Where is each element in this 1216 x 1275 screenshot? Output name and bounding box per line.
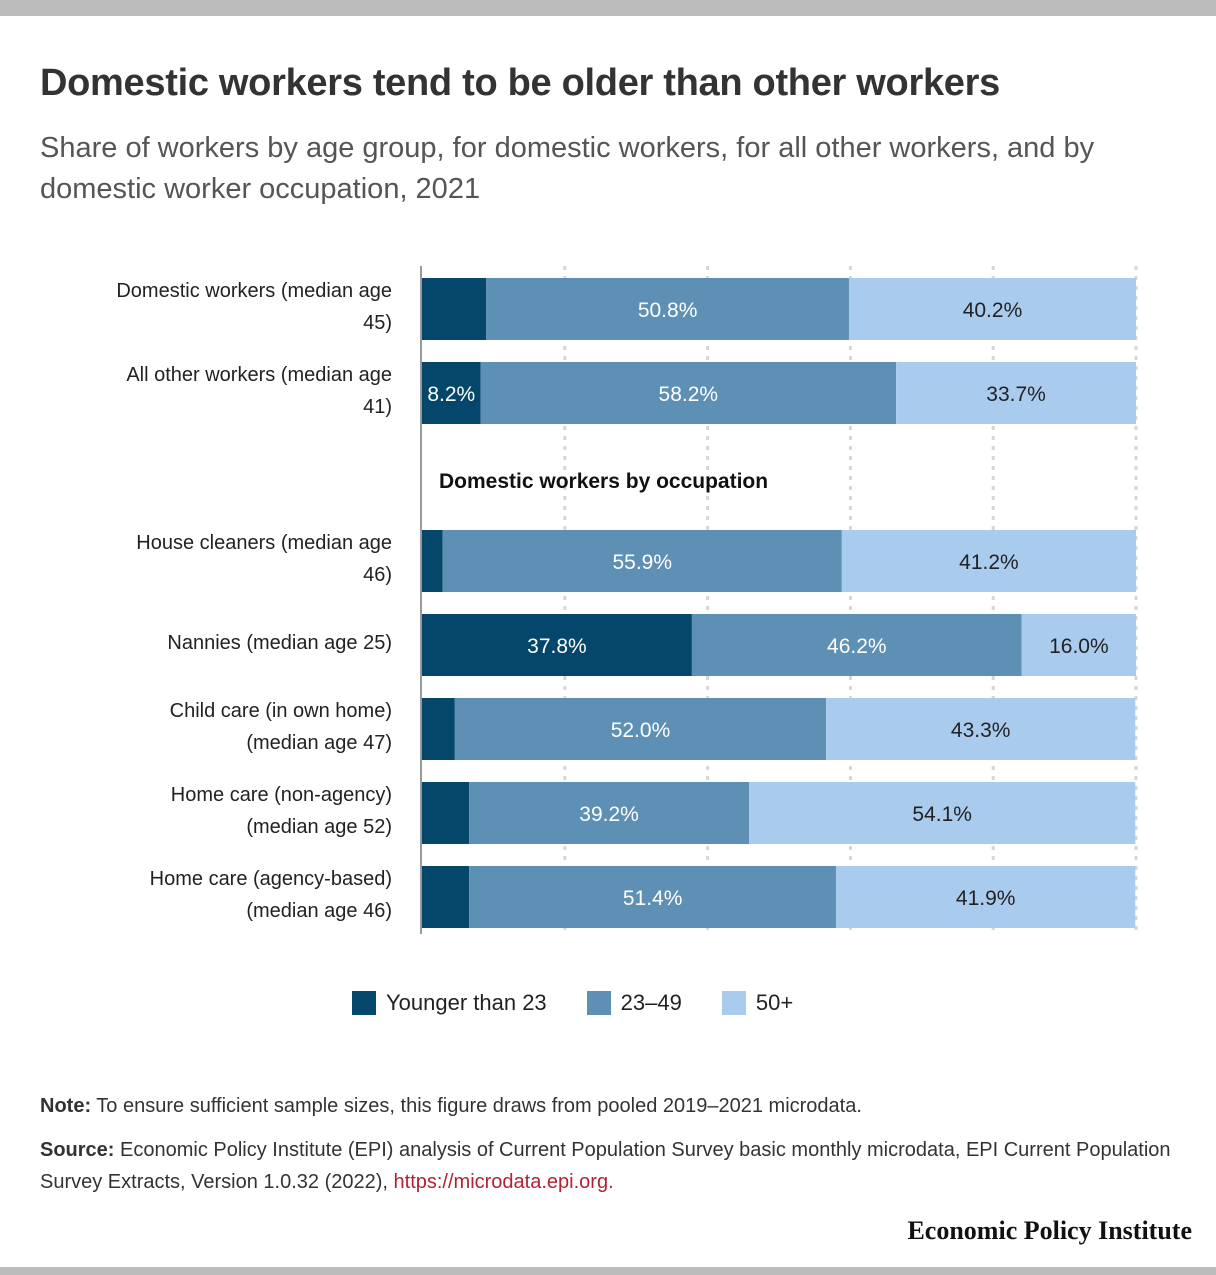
data-label-under-23-3: 37.8% [527, 635, 587, 658]
bar-23-49-0 [486, 278, 849, 340]
bar-under-23-3 [422, 614, 692, 676]
category-label-line2: (median age 46) [246, 900, 392, 922]
data-label-23-49-6: 51.4% [623, 887, 683, 910]
legend-swatch-50-plus [721, 991, 746, 1015]
data-label-23-49-1: 58.2% [659, 383, 719, 406]
legend-item-50-plus: 50+ [721, 990, 794, 1016]
note-text: To ensure sufficient sample sizes, this … [91, 1095, 862, 1117]
category-label-4: Child care (in own home) (median age 47) [40, 695, 392, 759]
bar-under-23-2 [422, 530, 443, 592]
bar-50-plus-4 [826, 698, 1136, 760]
category-label-0: Domestic workers (median age 45) [40, 275, 392, 339]
bar-50-plus-3 [1021, 614, 1136, 676]
bar-under-23-1 [422, 362, 481, 424]
category-label-line2: (median age 47) [246, 732, 392, 754]
bottom-border [0, 1267, 1216, 1275]
note-label: Note: [40, 1095, 92, 1117]
legend-item-23-49: 23–49 [586, 990, 682, 1016]
legend-swatch-23-49 [586, 991, 611, 1015]
bar-23-49-5 [469, 782, 750, 844]
category-label-line1: Home care (non-agency) [170, 784, 392, 806]
data-label-23-49-3: 46.2% [827, 635, 887, 658]
legend-label-under-23: Younger than 23 [386, 990, 547, 1015]
bar-50-plus-0 [848, 278, 1136, 340]
category-label-6: Home care (agency-based) (median age 46) [40, 863, 392, 927]
legend: Younger than 23 23–49 50+ [352, 990, 833, 1016]
data-label-50-plus-3: 16.0% [1049, 635, 1109, 658]
category-label-line2: (median age 52) [246, 816, 392, 838]
bar-23-49-1 [480, 362, 897, 424]
legend-label-23-49: 23–49 [620, 990, 682, 1015]
legend-item-under-23: Younger than 23 [352, 990, 547, 1016]
category-label-line1: Nannies (median age 25) [167, 632, 392, 654]
source-link[interactable]: https://microdata.epi.org. [393, 1171, 614, 1193]
data-label-23-49-2: 55.9% [612, 551, 672, 574]
category-label-line2: 46) [363, 564, 392, 586]
category-label-line1: Child care (in own home) [169, 700, 392, 722]
bar-23-49-4 [454, 698, 827, 760]
top-border [0, 0, 1216, 16]
category-label-2: House cleaners (median age 46) [40, 527, 392, 591]
data-label-50-plus-5: 54.1% [912, 803, 972, 826]
brand-logo: Economic Policy Institute [907, 1216, 1192, 1245]
source-text: Economic Policy Institute (EPI) analysis… [40, 1139, 1171, 1193]
category-label-line1: House cleaners (median age [136, 532, 392, 554]
category-label-line1: Domestic workers (median age [116, 280, 392, 302]
chart-title: Domestic workers tend to be older than o… [40, 62, 1000, 104]
bar-under-23-4 [422, 698, 455, 760]
bar-chart: 50.8% 40.2% 8.2% 58.2% 33.7% 55.9% 41.2% 37.8% 4… [420, 266, 1138, 934]
bar-50-plus-2 [841, 530, 1136, 592]
data-label-23-49-4: 52.0% [611, 719, 671, 742]
category-label-line1: Home care (agency-based) [149, 868, 392, 890]
category-label-1: All other workers (median age 41) [40, 359, 392, 423]
note: Note: To ensure sufficient sample sizes,… [40, 1090, 1190, 1122]
data-label-50-plus-1: 33.7% [986, 383, 1046, 406]
bar-50-plus-6 [836, 866, 1136, 928]
category-label-5: Home care (non-agency) (median age 52) [40, 779, 392, 843]
bar-50-plus-5 [749, 782, 1136, 844]
bar-under-23-6 [422, 866, 470, 928]
bar-23-49-3 [691, 614, 1022, 676]
legend-label-50-plus: 50+ [755, 990, 794, 1015]
data-label-50-plus-2: 41.2% [959, 551, 1019, 574]
category-label-3: Nannies (median age 25) [40, 627, 392, 659]
source: Source: Economic Policy Institute (EPI) … [40, 1134, 1190, 1198]
data-label-50-plus-4: 43.3% [951, 719, 1011, 742]
data-label-50-plus-0: 40.2% [963, 299, 1023, 322]
bar-50-plus-1 [896, 362, 1136, 424]
data-label-under-23-1: 8.2% [427, 383, 475, 406]
bar-under-23-5 [422, 782, 470, 844]
category-label-line2: 45) [363, 312, 392, 334]
group-heading: Domestic workers by occupation [439, 470, 769, 493]
bar-under-23-0 [422, 278, 487, 340]
source-label: Source: [40, 1139, 115, 1161]
bar-23-49-2 [442, 530, 842, 592]
data-label-23-49-0: 50.8% [638, 299, 698, 322]
bar-23-49-6 [469, 866, 837, 928]
category-label-line1: All other workers (median age [126, 364, 392, 386]
category-label-line2: 41) [363, 396, 392, 418]
data-label-23-49-5: 39.2% [579, 803, 639, 826]
data-label-50-plus-6: 41.9% [956, 887, 1016, 910]
chart-subtitle: Share of workers by age group, for domes… [40, 132, 1095, 205]
legend-swatch-under-23 [352, 991, 376, 1015]
